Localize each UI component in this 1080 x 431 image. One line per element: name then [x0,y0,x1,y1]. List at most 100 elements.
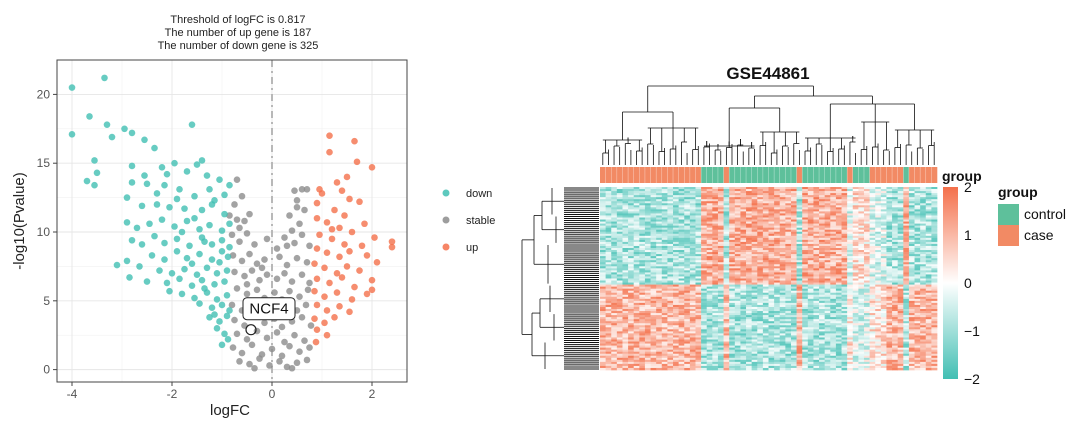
heatmap-cell [825,299,831,301]
heatmap-cell [774,291,780,293]
heatmap-cell [808,187,814,189]
heatmap-cell [690,193,696,195]
heatmap-cell [746,254,752,256]
heatmap-cell [752,254,758,256]
heatmap-cell [791,191,797,193]
heatmap-cell [757,311,763,313]
heatmap-cell [915,226,921,228]
heatmap-cell [791,222,797,224]
volcano-plot-area [57,60,407,382]
heatmap-cell [769,248,775,250]
heatmap-cell [875,224,881,226]
heatmap-cell [875,276,881,278]
annotation-cell-control [791,167,797,183]
heatmap-cell [931,313,937,315]
heatmap-cell [813,213,819,215]
heatmap-cell [763,234,769,236]
heatmap-cell [802,293,808,295]
heatmap-cell [724,211,730,213]
heatmap-cell [825,248,831,250]
heatmap-cell [864,266,870,268]
point-down [101,75,108,82]
heatmap-cell [853,287,859,289]
heatmap-cell [645,281,651,283]
heatmap-cell [836,307,842,309]
legend-label-up: up [466,242,478,254]
heatmap-cell [695,213,701,215]
heatmap-cell [639,234,645,236]
heatmap-cell [791,272,797,274]
heatmap-cell [791,195,797,197]
heatmap-cell [729,303,735,305]
heatmap-cell [622,325,628,327]
heatmap-cell [628,325,634,327]
heatmap-cell [892,295,898,297]
heatmap-cell [606,270,612,272]
heatmap-cell [915,230,921,232]
heatmap-cell [903,279,909,281]
heatmap-cell [673,287,679,289]
heatmap-cell [819,240,825,242]
heatmap-cell [752,236,758,238]
heatmap-cell [712,187,718,189]
heatmap-cell [920,313,926,315]
heatmap-cell [740,228,746,230]
heatmap-cell [870,291,876,293]
heatmap-cell [903,317,909,319]
heatmap-cell [802,193,808,195]
heatmap-cell [634,329,640,331]
heatmap-cell [673,276,679,278]
heatmap-cell [915,276,921,278]
heatmap-cell [763,207,769,209]
heatmap-cell [931,283,937,285]
heatmap-cell [791,248,797,250]
heatmap-cell [892,238,898,240]
point-down [224,267,231,274]
heatmap-cell [707,199,713,201]
heatmap-cell [600,333,606,335]
heatmap-cell [667,199,673,201]
heatmap-cell [915,246,921,248]
heatmap-cell [881,321,887,323]
heatmap-cell [898,309,904,311]
heatmap-cell [909,234,915,236]
heatmap-cell [802,250,808,252]
heatmap-cell [690,283,696,285]
heatmap-cell [695,333,701,335]
heatmap-cell [926,197,932,199]
heatmap-cell [909,266,915,268]
heatmap-cell [909,319,915,321]
heatmap-cell [673,254,679,256]
heatmap-cell [634,234,640,236]
heatmap-cell [617,242,623,244]
heatmap-cell [797,238,803,240]
heatmap-cell [757,244,763,246]
heatmap-cell [656,299,662,301]
heatmap-cell [740,201,746,203]
heatmap-cell [634,248,640,250]
heatmap-cell [611,327,617,329]
point-stable [244,230,251,237]
heatmap-cell [881,244,887,246]
heatmap-cell [791,333,797,335]
heatmap-cell [718,268,724,270]
heatmap-cell [651,258,657,260]
heatmap-cell [740,256,746,258]
heatmap-cell [825,297,831,299]
heatmap-cell [752,242,758,244]
heatmap-cell [920,203,926,205]
heatmap-cell [639,281,645,283]
heatmap-cell [684,256,690,258]
heatmap-cell [735,262,741,264]
heatmap-cell [853,297,859,299]
heatmap-cell [813,189,819,191]
heatmap-cell [909,260,915,262]
heatmap-cell [870,207,876,209]
heatmap-cell [600,327,606,329]
point-up [359,242,366,249]
heatmap-cell [645,317,651,319]
heatmap-cell [740,305,746,307]
heatmap-cell [780,244,786,246]
heatmap-cell [617,315,623,317]
point-down [211,281,218,288]
